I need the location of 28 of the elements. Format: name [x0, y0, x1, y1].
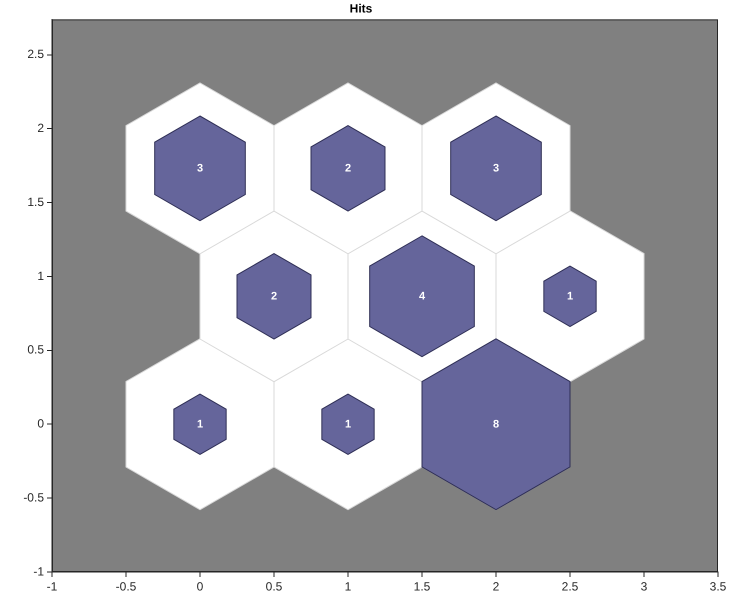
x-tick-label: 0.5	[266, 580, 283, 594]
y-tick-label: -1	[33, 564, 44, 578]
annotation: 2	[270, 290, 278, 302]
annotation: 3	[492, 162, 500, 174]
annotation: 2	[344, 162, 352, 174]
x-tick-label: -1	[46, 580, 58, 594]
annotation: 1	[196, 418, 204, 430]
annotation: 1	[344, 418, 352, 430]
y-tick-label: -0.5	[23, 490, 44, 504]
y-tick-label: 2	[37, 121, 44, 136]
x-tick-label: 3.5	[710, 580, 727, 594]
x-tick-label: 0	[196, 580, 204, 594]
annotation: 1	[566, 290, 574, 302]
x-tick-label: 2	[492, 580, 500, 594]
x-tick-label: 1.5	[414, 580, 431, 594]
y-tick-label: 0	[37, 416, 44, 431]
annotation: 4	[418, 290, 426, 302]
y-tick-label: 1	[37, 268, 44, 283]
y-tick-label: 2.5	[27, 47, 44, 62]
x-tick-label: 1	[344, 580, 352, 594]
x-tick-label: 3	[640, 580, 648, 594]
x-tick-label: 2.5	[562, 580, 579, 594]
chart-title: Hits	[350, 2, 373, 16]
x-tick-label: -0.5	[116, 580, 137, 594]
y-tick-label: 1.5	[27, 194, 44, 209]
annotation: 3	[196, 162, 204, 174]
y-tick-label: 0.5	[27, 342, 44, 357]
annotation: 8	[492, 418, 500, 430]
